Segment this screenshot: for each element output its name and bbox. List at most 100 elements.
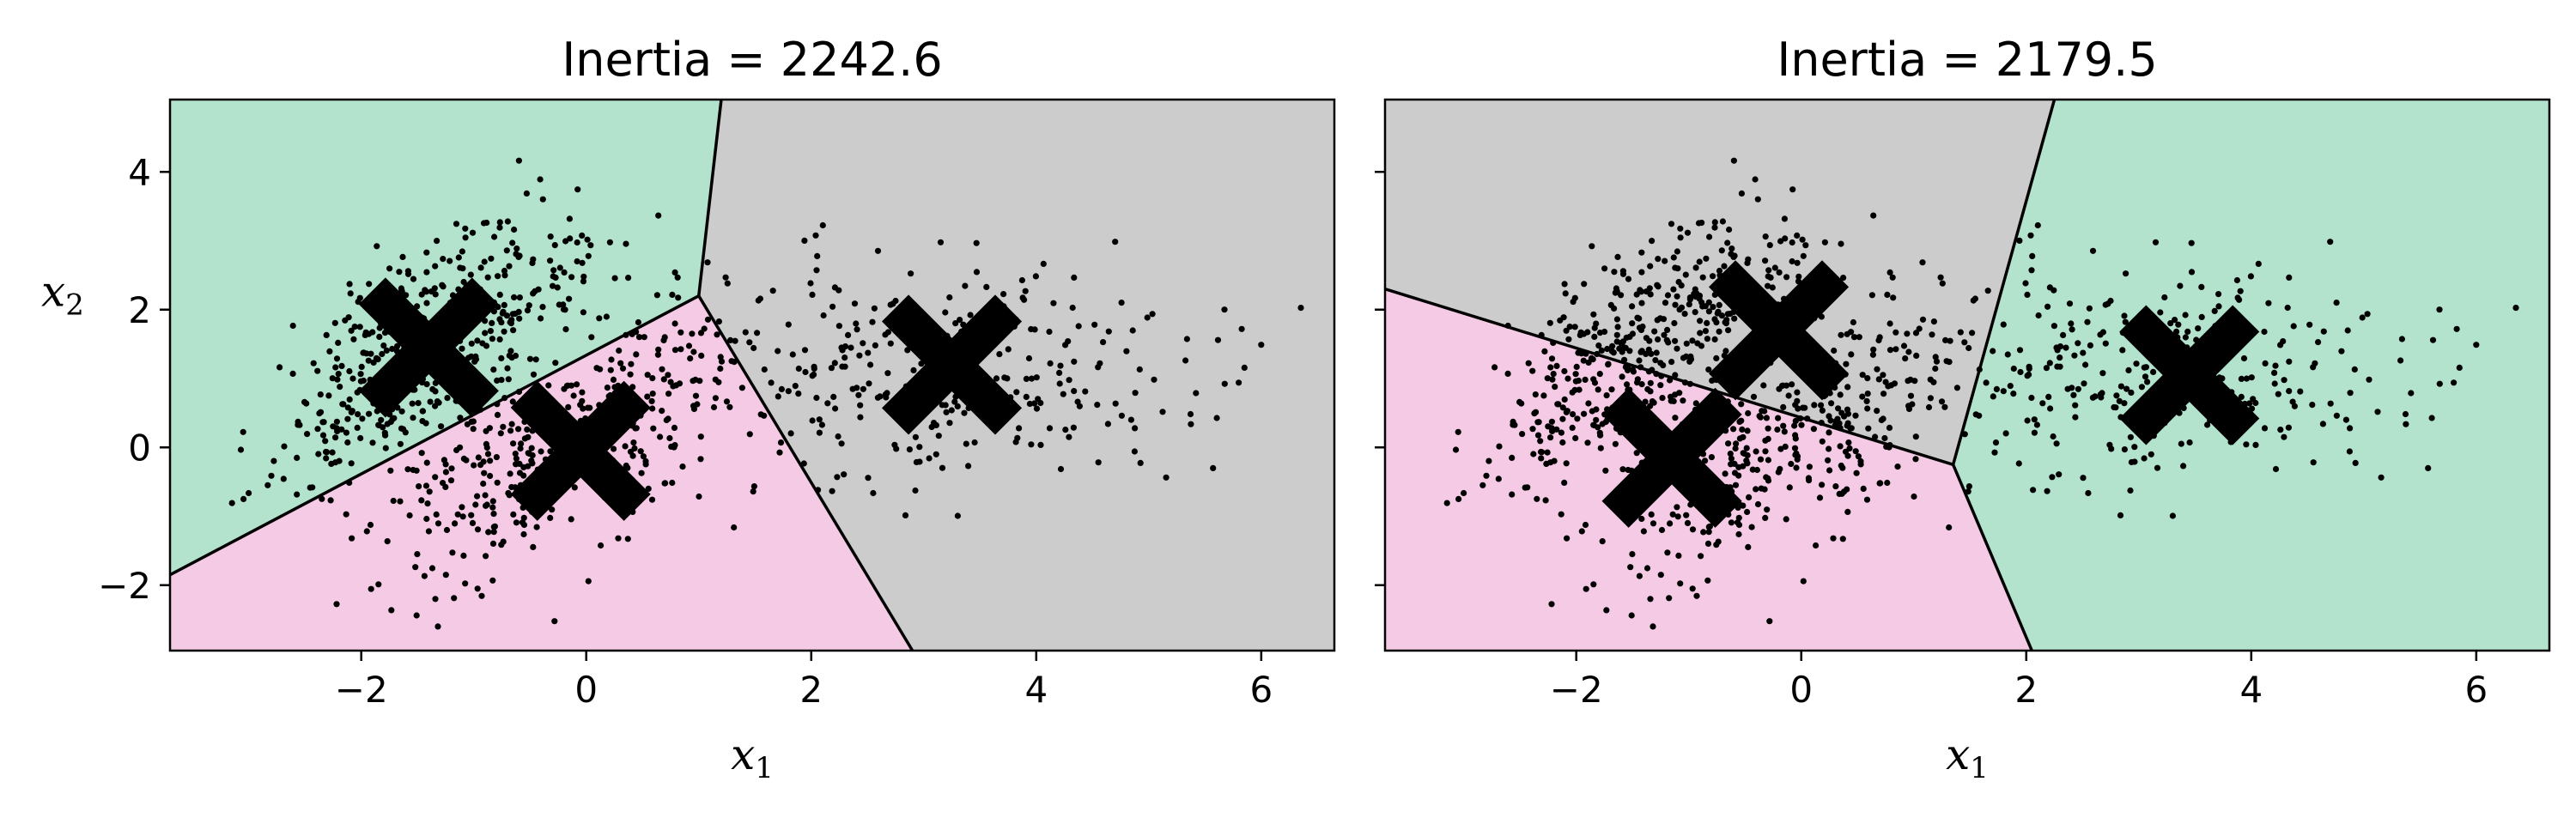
data-point <box>761 412 768 419</box>
data-point <box>396 269 403 276</box>
data-point <box>394 342 401 349</box>
data-point <box>1643 288 1649 295</box>
data-point <box>1893 329 1899 336</box>
data-point <box>1580 357 1587 364</box>
data-point <box>1735 472 1742 479</box>
data-point <box>1744 508 1751 516</box>
data-point <box>1019 294 1026 301</box>
data-point <box>906 446 913 453</box>
data-point <box>515 388 523 395</box>
data-point <box>1693 290 1700 297</box>
data-point <box>480 480 487 488</box>
data-point <box>334 427 341 434</box>
data-point <box>423 249 430 256</box>
data-point <box>1983 379 1990 386</box>
data-point <box>659 408 665 415</box>
data-point <box>1066 433 1072 440</box>
data-point <box>2050 433 2057 440</box>
data-point <box>2028 267 2035 274</box>
data-point <box>1060 391 1066 397</box>
data-point <box>1668 359 1675 366</box>
data-point <box>1835 405 1842 412</box>
data-point <box>1241 364 1248 371</box>
data-point <box>426 488 433 495</box>
data-point <box>1583 585 1589 592</box>
data-point <box>1033 374 1040 381</box>
data-point <box>433 511 440 518</box>
data-point <box>1509 454 1516 462</box>
data-point <box>630 439 637 446</box>
data-point <box>1765 425 1771 432</box>
data-point <box>562 238 569 245</box>
data-point <box>319 419 326 426</box>
data-point <box>1953 385 1960 391</box>
data-point <box>528 457 535 464</box>
data-point <box>2285 424 2292 431</box>
data-point <box>866 380 872 387</box>
data-point <box>1570 411 1577 418</box>
data-point <box>820 312 827 319</box>
chart-title: Inertia = 2179.5 <box>1777 33 2157 87</box>
data-point <box>496 224 503 231</box>
data-point <box>2046 284 2053 291</box>
data-point <box>549 506 556 513</box>
data-point <box>432 388 439 395</box>
data-point <box>1123 348 1130 354</box>
data-point <box>1575 349 1583 356</box>
data-point <box>1674 345 1680 352</box>
data-point <box>1031 400 1038 407</box>
data-point <box>2262 360 2269 367</box>
plot-area <box>1385 100 2549 651</box>
data-point <box>1689 526 1697 533</box>
data-point <box>2338 348 2345 354</box>
data-point <box>2028 394 2035 402</box>
data-point <box>376 333 383 340</box>
data-point <box>356 324 363 330</box>
data-point <box>483 342 490 349</box>
data-point <box>374 356 381 363</box>
data-point <box>2004 351 2011 358</box>
data-point <box>1890 294 1897 301</box>
data-point <box>530 543 537 551</box>
data-point <box>1625 276 1632 282</box>
data-point <box>1129 327 1136 334</box>
data-point <box>1485 457 1492 464</box>
data-point <box>942 309 949 316</box>
data-point <box>1852 448 1859 455</box>
data-point <box>653 292 661 299</box>
data-point <box>802 368 809 376</box>
data-point <box>1550 339 1557 346</box>
data-point <box>2057 363 2063 370</box>
data-point <box>568 516 574 523</box>
data-point <box>2169 512 2176 519</box>
data-point <box>2333 300 2340 306</box>
data-point <box>323 331 330 338</box>
data-point <box>539 304 546 311</box>
data-point <box>841 354 848 361</box>
data-point <box>1686 296 1693 303</box>
data-point <box>1850 334 1858 341</box>
data-point <box>603 313 611 320</box>
data-point <box>1702 328 1709 335</box>
data-point <box>1752 176 1759 183</box>
data-point <box>1082 388 1089 395</box>
data-point <box>629 330 635 337</box>
data-point <box>1549 376 1556 383</box>
data-point <box>809 417 816 424</box>
data-point <box>344 404 351 411</box>
data-point <box>1637 364 1644 371</box>
data-point <box>513 455 520 462</box>
data-point <box>811 365 817 372</box>
data-point <box>565 403 572 410</box>
data-point <box>835 323 843 330</box>
data-point <box>447 477 455 484</box>
data-point <box>1193 390 1200 397</box>
data-point <box>2252 441 2259 449</box>
data-point <box>1678 304 1686 311</box>
data-point <box>761 366 768 373</box>
data-point <box>434 238 440 245</box>
data-point <box>1559 404 1566 411</box>
data-point <box>1675 552 1682 560</box>
data-point <box>2215 303 2222 310</box>
data-point <box>857 402 864 409</box>
